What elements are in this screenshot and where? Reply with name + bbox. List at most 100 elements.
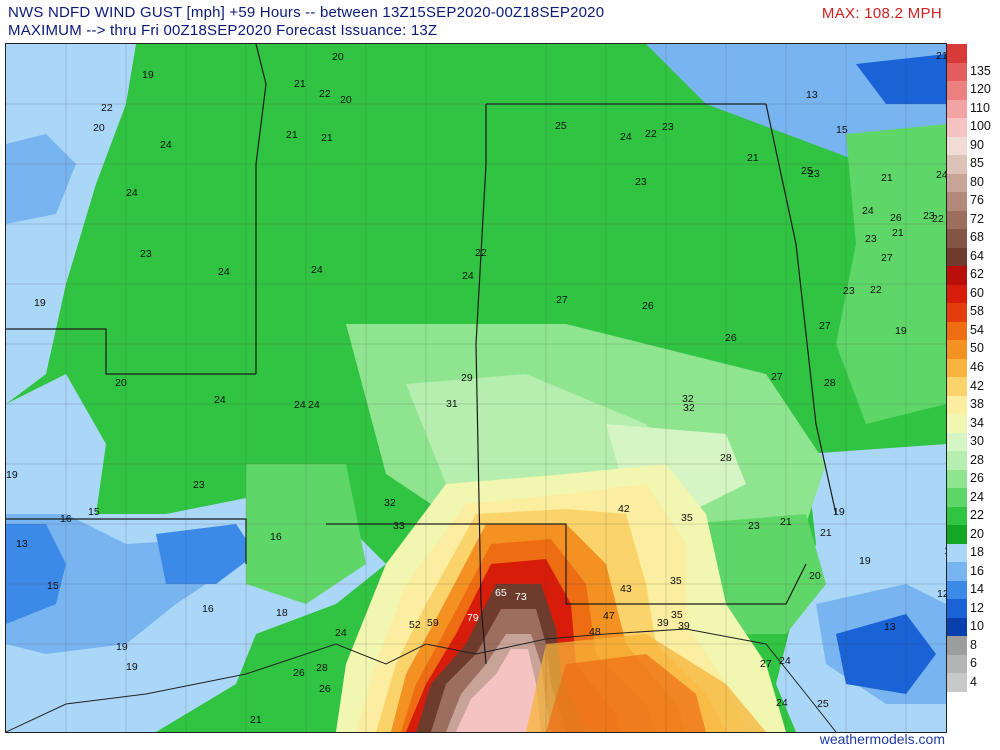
coastline [6, 628, 837, 732]
legend-swatch [947, 617, 967, 637]
legend-swatch [947, 525, 967, 544]
gust-value-label: 19 [34, 297, 46, 309]
legend-swatch [947, 136, 967, 156]
wind-gust-map[interactable]: 19 20 22 21 22 20 20 24 21 21 24 23 24 24 22 24 19 20 24 24… [5, 43, 947, 733]
legend-label: 14 [970, 582, 984, 597]
gust-value-label: 16 [270, 531, 282, 543]
gust-value-label: 19 [116, 641, 128, 653]
legend-swatch [947, 377, 967, 396]
region-mississippi-green [246, 464, 366, 604]
legend-swatch [947, 284, 967, 304]
gust-value-label: 24 [779, 655, 791, 667]
legend-swatch [947, 599, 967, 618]
legend-swatch [947, 673, 967, 692]
legend-label: 4 [970, 674, 977, 689]
gust-value-label: 23 [140, 248, 152, 260]
gust-value-label: 24 [126, 187, 138, 199]
legend-label: 120 [970, 82, 991, 97]
gust-value-label: 21 [250, 714, 262, 726]
legend-label: 20 [970, 526, 984, 541]
gust-value-label: 21 [294, 78, 306, 90]
gust-value-label: 25 [817, 698, 829, 710]
gust-value-label: 27 [771, 371, 783, 383]
gust-value-label: 13 [806, 89, 818, 101]
legend-label: 68 [970, 230, 984, 245]
legend-swatch [947, 81, 967, 100]
legend-label: 54 [970, 322, 984, 337]
legend-label: 110 [970, 100, 990, 115]
gust-value-label: 24 [936, 169, 946, 181]
source-credit[interactable]: weathermodels.com [819, 731, 945, 747]
border-ms-al [475, 104, 487, 665]
gust-value-label: 35 [670, 575, 682, 587]
gust-value-label: 23 [662, 121, 674, 133]
legend-swatch [947, 469, 967, 489]
gust-value-label: 21 [936, 50, 946, 62]
gust-value-label: 59 [427, 617, 439, 629]
gust-value-label: 20 [115, 377, 127, 389]
legend-label: 30 [970, 434, 984, 449]
gust-value-label: 19 [859, 555, 871, 567]
legend-label: 34 [970, 415, 984, 430]
gust-value-label: 19 [126, 661, 138, 673]
gust-value-label: 22 [101, 102, 113, 114]
legend-label: 64 [970, 248, 984, 263]
legend-swatch [947, 303, 967, 322]
legend-swatch [947, 247, 967, 267]
gust-value-label: 42 [618, 503, 630, 515]
color-scale-legend [947, 44, 967, 692]
gust-value-label: 24 [311, 264, 323, 276]
legend-label: 16 [970, 563, 984, 578]
gust-value-label: 28 [316, 662, 328, 674]
border-ar-la [6, 328, 256, 375]
legend-label: 38 [970, 397, 984, 412]
gust-value-label: 19 [142, 69, 154, 81]
gust-value-label: 21 [747, 152, 759, 164]
gust-value-label: 24 [335, 627, 347, 639]
gust-value-label: 26 [890, 212, 902, 224]
gust-value-label: 20 [809, 570, 821, 582]
legend-label: 24 [970, 489, 984, 504]
gust-value-label: 23 [843, 285, 855, 297]
legend-label: 28 [970, 452, 984, 467]
gust-value-label: 13 [884, 621, 896, 633]
legend-label: 18 [970, 545, 984, 560]
legend-swatch [947, 395, 967, 415]
legend-swatch [947, 210, 967, 230]
gust-value-label: 23 [923, 210, 935, 222]
legend-label: 26 [970, 471, 984, 486]
legend-label: 12 [970, 600, 984, 615]
legend-label: 85 [970, 156, 984, 171]
gust-value-label: 20 [93, 122, 105, 134]
gust-value-label: 13 [16, 538, 28, 550]
legend-swatch [947, 414, 967, 433]
gust-value-label: 22 [319, 88, 331, 100]
legend-swatch [947, 340, 967, 359]
region-lake-blue [156, 524, 256, 584]
gust-value-label: 35 [681, 512, 693, 524]
border-al-ga [765, 103, 837, 515]
gust-value-label: 47 [603, 610, 615, 622]
gust-value-label: 26 [319, 683, 331, 695]
gust-value-label: 23 [808, 168, 820, 180]
legend-swatch [947, 488, 967, 507]
legend-label: 62 [970, 267, 984, 282]
max-gust-label: MAX: 108.2 MPH [821, 5, 942, 22]
gust-value-label: 22 [932, 213, 944, 225]
gust-value-label: 27 [881, 252, 893, 264]
gust-value-label: 39 [657, 617, 669, 629]
gust-value-label: 65 [495, 587, 507, 599]
gust-value-label: 24 [214, 394, 226, 406]
gust-value-label: 24 [862, 205, 874, 217]
legend-label: 100 [970, 119, 991, 134]
gust-value-label: 15 [88, 506, 100, 518]
legend-swatch [947, 44, 967, 63]
legend-label: 46 [970, 360, 984, 374]
legend-label: 22 [970, 508, 984, 523]
gust-value-label: 21 [820, 527, 832, 539]
gust-value-label: 23 [193, 479, 205, 491]
legend-label: 135 [970, 63, 991, 78]
gust-value-label: 18 [944, 545, 946, 557]
